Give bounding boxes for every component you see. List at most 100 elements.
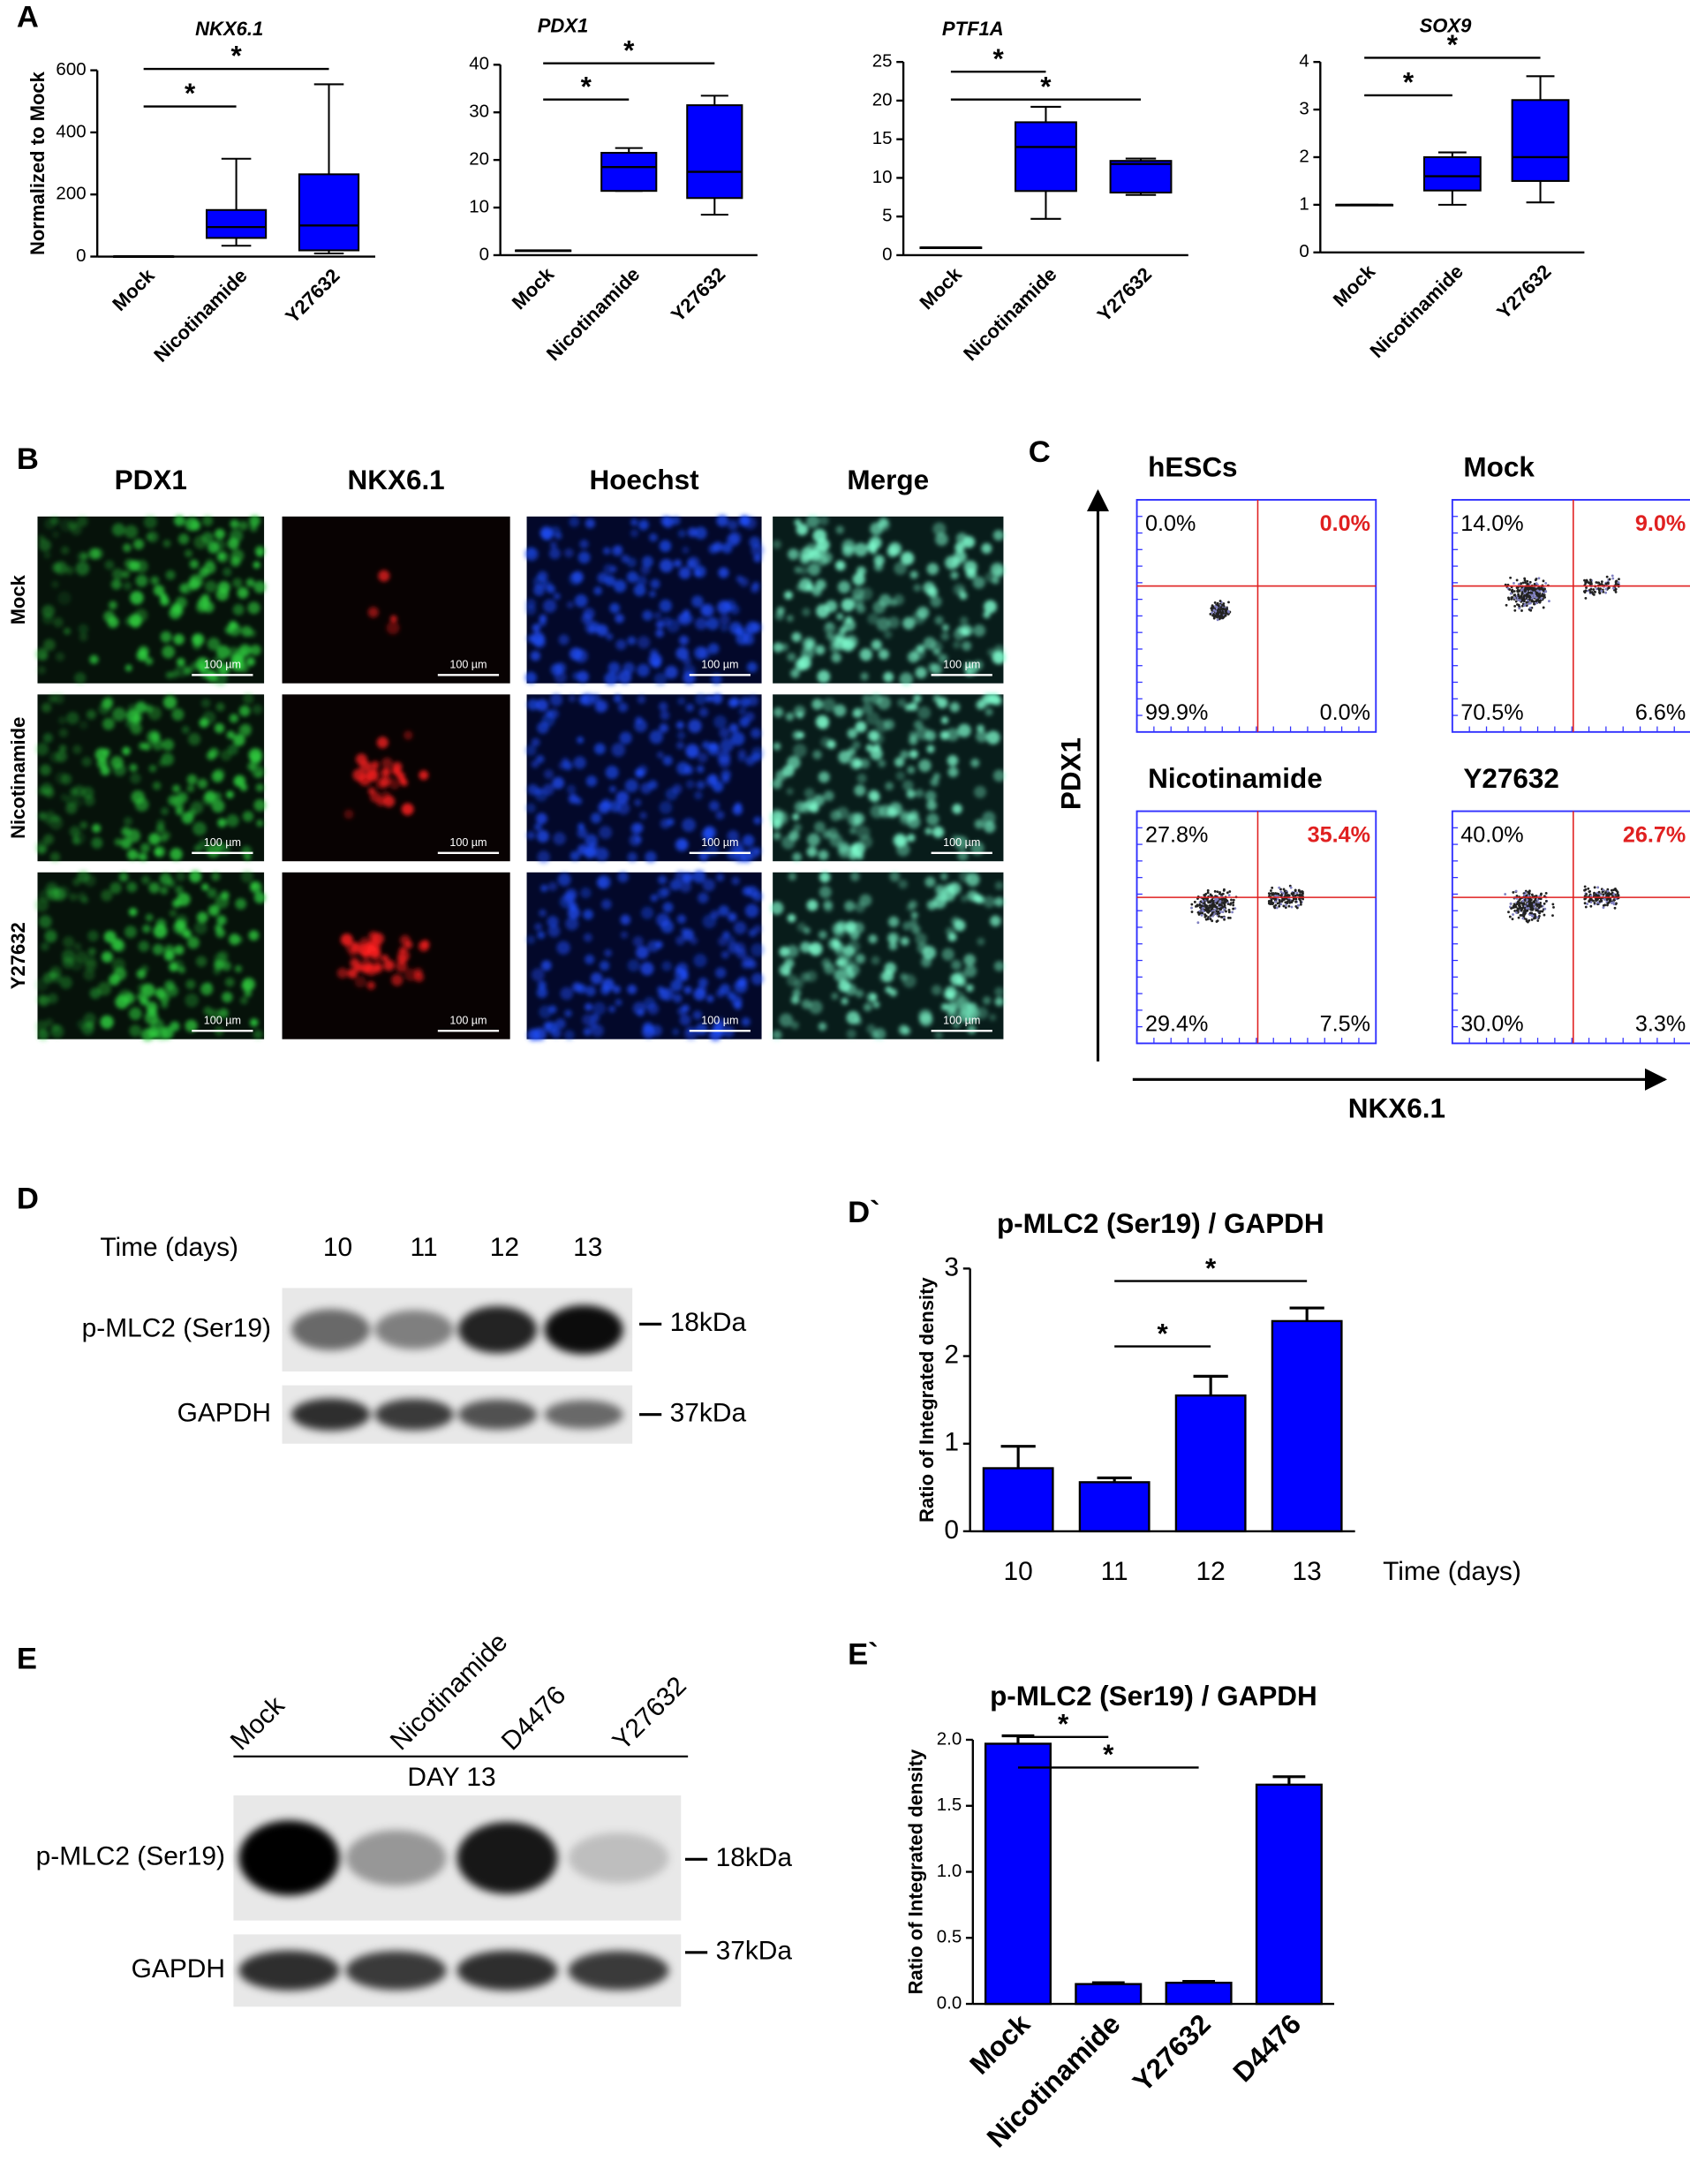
cell — [113, 763, 126, 776]
cell — [752, 891, 763, 902]
cell — [172, 784, 181, 793]
quadrant-percent: 70.5% — [1460, 700, 1523, 725]
cell — [129, 1024, 142, 1038]
cell — [218, 1008, 229, 1018]
event-dot — [1279, 888, 1282, 891]
cell — [242, 811, 254, 822]
cell — [35, 743, 49, 756]
cell — [109, 974, 120, 986]
cell — [92, 823, 102, 833]
cell — [398, 946, 407, 955]
event-dot — [1520, 906, 1523, 910]
event-dot — [1508, 915, 1512, 918]
cell — [823, 790, 834, 802]
event-dot — [1278, 900, 1281, 903]
bar — [1174, 1394, 1247, 1533]
cell — [536, 986, 548, 999]
event-dot — [1283, 889, 1286, 893]
event-dot — [1612, 888, 1615, 892]
chart-title: SOX9 — [1420, 15, 1472, 37]
cell — [174, 945, 185, 956]
cell — [878, 759, 886, 767]
cell — [640, 564, 651, 575]
cell — [839, 626, 847, 635]
event-dot — [1299, 898, 1301, 902]
event-dot — [1593, 891, 1596, 895]
cell — [824, 963, 835, 975]
lane-label: Mock — [225, 1691, 290, 1757]
cell — [794, 518, 802, 526]
panel-label: D — [17, 1182, 39, 1215]
cell — [675, 646, 690, 661]
cell — [649, 590, 656, 598]
event-dot — [1533, 593, 1536, 596]
cell — [611, 545, 623, 556]
cell — [596, 699, 608, 713]
cell — [650, 894, 659, 903]
event-dot — [1606, 889, 1610, 893]
blot-row-label: GAPDH — [177, 1399, 271, 1428]
cell — [871, 956, 880, 965]
event-dot — [1278, 904, 1281, 908]
cell — [209, 1009, 221, 1021]
cell — [962, 629, 969, 637]
cell — [677, 529, 686, 538]
flow-frame — [1451, 810, 1690, 1045]
cell — [959, 616, 969, 625]
event-dot — [1220, 903, 1223, 907]
cell — [963, 560, 977, 574]
event-dot — [1593, 902, 1596, 904]
x-tick-label: 10 — [1004, 1557, 1033, 1586]
event-dot — [1196, 911, 1200, 914]
cell — [565, 888, 577, 901]
quadrant-percent: 0.0% — [1320, 700, 1370, 725]
event-dot — [1605, 897, 1609, 901]
column-header: Hoechst — [589, 465, 699, 495]
cell — [160, 631, 172, 643]
cell — [856, 603, 866, 614]
cell — [854, 784, 866, 797]
cell — [883, 671, 894, 683]
size-label: 37kDa — [716, 1937, 793, 1966]
event-dot — [1206, 891, 1210, 895]
event-dot — [1617, 581, 1620, 584]
cell — [917, 606, 930, 619]
cell — [560, 986, 574, 1001]
cell — [888, 802, 902, 816]
cell — [938, 654, 948, 663]
event-dot — [1213, 605, 1217, 608]
cell — [811, 699, 823, 710]
x-tick-label: Mock — [964, 2008, 1037, 2081]
box — [1511, 99, 1570, 182]
chart-title: p-MLC2 (Ser19) / GAPDH — [997, 1208, 1324, 1239]
event-dot — [1537, 906, 1541, 910]
panel-label: A — [17, 1, 39, 34]
cell — [69, 787, 78, 796]
event-dot — [1538, 911, 1541, 915]
cell — [530, 651, 541, 661]
cell — [845, 616, 853, 624]
cell — [75, 561, 90, 576]
cell — [40, 764, 51, 776]
event-dot — [1209, 918, 1212, 921]
event-dot — [1282, 888, 1286, 891]
event-dot — [1606, 902, 1610, 905]
cell — [982, 811, 996, 825]
cell — [887, 616, 900, 629]
band — [374, 1310, 454, 1349]
event-dot — [1542, 591, 1545, 594]
event-dot — [1588, 890, 1591, 894]
cell — [190, 661, 200, 671]
cell — [653, 611, 662, 620]
cell — [642, 1025, 655, 1039]
cell — [934, 1031, 943, 1039]
cell — [823, 903, 834, 912]
event-dot — [1530, 902, 1534, 904]
cell — [555, 661, 567, 674]
event-dot — [1227, 894, 1231, 897]
cell — [936, 890, 948, 902]
cell — [136, 969, 147, 979]
cell — [132, 712, 143, 722]
cell — [627, 851, 638, 863]
cell — [140, 843, 150, 853]
